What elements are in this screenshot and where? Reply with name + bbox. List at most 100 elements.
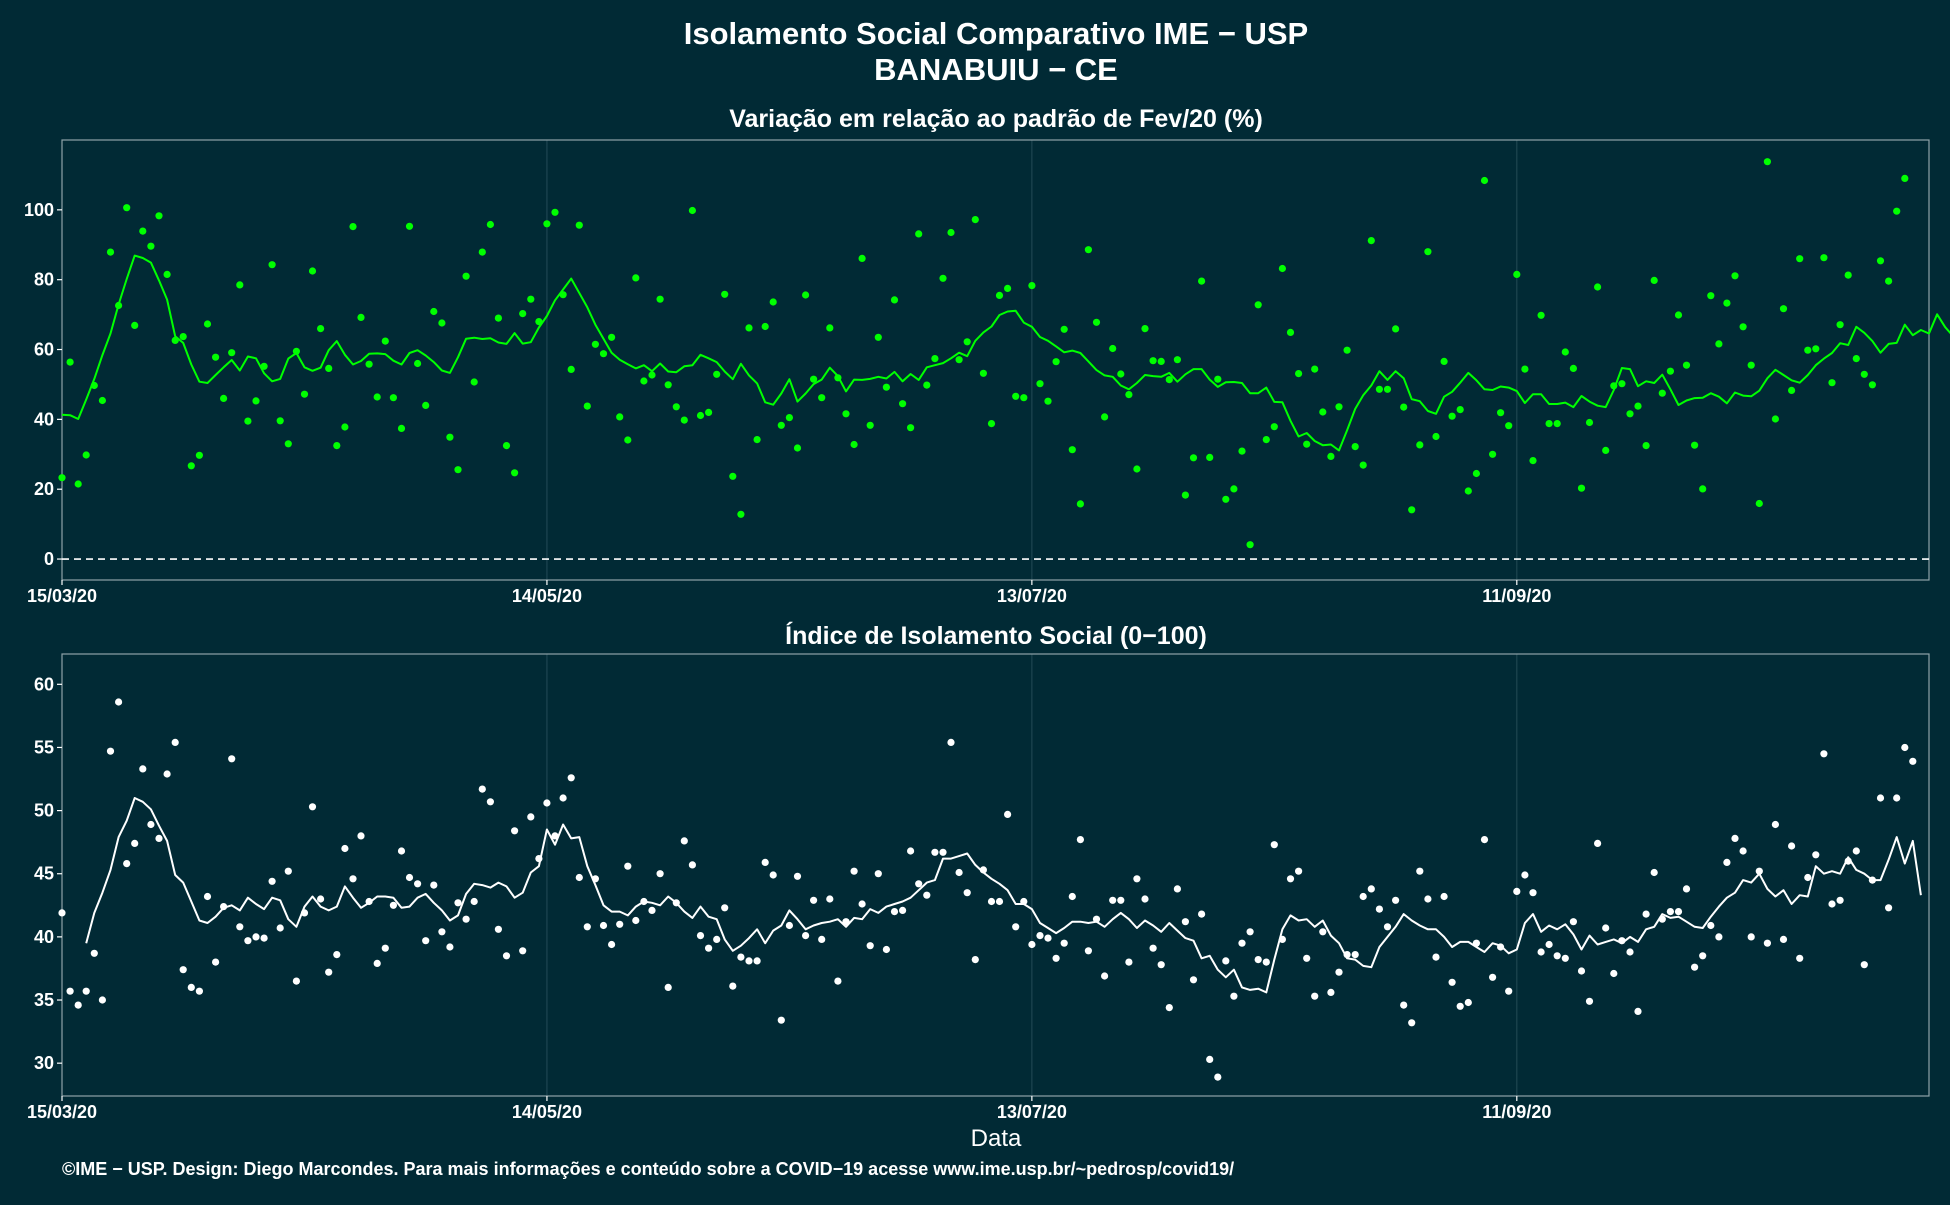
- data-point: [349, 875, 357, 883]
- data-point: [1480, 176, 1489, 185]
- plot-frame: [61, 139, 1930, 581]
- data-point: [1464, 487, 1472, 495]
- data-point: [163, 770, 171, 778]
- data-point: [850, 440, 858, 449]
- data-point: [705, 408, 713, 416]
- data-point: [1440, 892, 1448, 901]
- data-point: [575, 221, 583, 229]
- data-point: [802, 932, 810, 940]
- data-point: [115, 698, 123, 706]
- data-point: [1634, 402, 1642, 410]
- data-point: [777, 421, 785, 429]
- data-point: [1820, 254, 1828, 262]
- data-point: [1109, 896, 1117, 904]
- data-point: [995, 291, 1004, 299]
- data-point: [1044, 934, 1052, 942]
- data-point: [1852, 847, 1860, 855]
- data-point: [1723, 858, 1731, 867]
- data-point: [907, 424, 915, 432]
- data-point: [1343, 346, 1351, 354]
- data-point: [1779, 935, 1788, 944]
- data-point: [1286, 328, 1295, 336]
- data-point: [583, 923, 591, 931]
- data-point: [357, 313, 365, 321]
- data-point: [58, 909, 66, 917]
- data-point: [179, 333, 187, 341]
- data-point: [1165, 1004, 1173, 1012]
- data-point: [1052, 358, 1060, 366]
- data-point: [139, 227, 147, 235]
- data-point: [1804, 346, 1812, 354]
- data-point: [1440, 357, 1448, 365]
- data-point: [696, 932, 705, 940]
- data-point: [163, 270, 171, 278]
- data-point: [624, 436, 632, 444]
- data-point: [1141, 895, 1149, 903]
- data-point: [478, 785, 486, 793]
- data-point: [1868, 381, 1876, 389]
- data-point: [1400, 1001, 1408, 1009]
- data-point: [1327, 452, 1335, 460]
- data-point: [1206, 1055, 1214, 1063]
- data-point: [1464, 998, 1472, 1007]
- data-point: [866, 421, 874, 429]
- data-point: [373, 393, 381, 401]
- data-point: [672, 403, 680, 411]
- data-point: [357, 832, 365, 840]
- data-point: [1852, 355, 1860, 363]
- data-point: [1828, 379, 1836, 387]
- data-point: [389, 901, 397, 909]
- data-point: [664, 983, 672, 992]
- data-point: [1666, 367, 1674, 375]
- data-point: [640, 377, 648, 385]
- data-point: [1569, 364, 1577, 372]
- data-point: [98, 996, 106, 1004]
- data-point: [1755, 499, 1763, 508]
- data-point: [1270, 423, 1278, 431]
- data-point: [1545, 940, 1553, 949]
- data-point: [1893, 794, 1901, 802]
- data-point: [802, 291, 810, 299]
- data-point: [1642, 442, 1650, 450]
- data-point: [397, 847, 406, 855]
- data-point: [1149, 944, 1157, 952]
- data-point: [365, 360, 373, 368]
- data-point: [106, 248, 115, 256]
- data-point: [1036, 380, 1044, 388]
- data-point: [373, 959, 381, 968]
- data-point: [74, 480, 82, 488]
- data-point: [405, 222, 414, 230]
- data-point: [123, 860, 131, 868]
- data-point: [1359, 461, 1367, 469]
- data-point: [1876, 794, 1885, 802]
- data-point: [1513, 887, 1521, 896]
- data-point: [195, 987, 203, 995]
- data-point: [1198, 277, 1206, 285]
- data-point: [1383, 923, 1392, 931]
- data-point: [907, 847, 915, 855]
- series-line-moving-average: [61, 254, 1950, 452]
- y-tick-label: 40: [34, 409, 54, 429]
- data-point: [1658, 389, 1666, 397]
- data-point: [1392, 896, 1400, 904]
- data-point: [349, 223, 357, 231]
- data-point: [931, 848, 939, 856]
- y-tick-label: 20: [34, 479, 54, 499]
- data-point: [438, 319, 446, 327]
- data-point: [195, 451, 203, 459]
- data-point: [826, 324, 834, 332]
- data-point: [1723, 299, 1731, 307]
- data-point: [705, 944, 713, 952]
- data-point: [147, 242, 155, 250]
- data-point: [915, 880, 923, 888]
- data-point: [1771, 415, 1779, 423]
- data-point: [1860, 961, 1868, 969]
- data-point: [422, 937, 430, 945]
- data-point: [381, 944, 389, 952]
- data-point: [1319, 408, 1327, 416]
- data-point: [850, 867, 858, 875]
- data-point: [454, 466, 462, 474]
- data-point: [721, 290, 729, 298]
- data-point: [1585, 997, 1594, 1005]
- data-point: [1432, 432, 1440, 441]
